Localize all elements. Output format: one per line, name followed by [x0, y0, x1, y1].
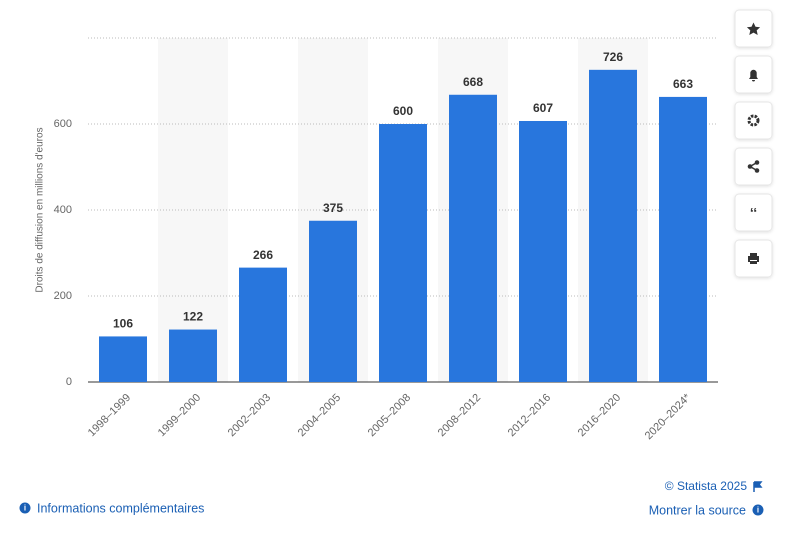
bar: [519, 120, 567, 383]
value-label: 726: [603, 50, 623, 64]
bar: [589, 69, 637, 382]
bar: [99, 336, 147, 382]
bar: [169, 329, 217, 382]
bar: [379, 124, 427, 382]
bar: [309, 220, 357, 382]
bar: [659, 96, 707, 382]
x-tick-label: 1998–1999: [86, 392, 133, 439]
svg-text:‘‘: ‘‘: [750, 205, 757, 221]
value-label: 375: [323, 201, 343, 215]
x-tick-label: 2005–2008: [366, 392, 413, 439]
print-button[interactable]: [734, 239, 773, 278]
value-label: 266: [253, 248, 273, 262]
alert-button[interactable]: [734, 55, 773, 94]
settings-button[interactable]: [734, 101, 773, 140]
y-tick-label: 0: [66, 376, 72, 388]
value-label: 122: [183, 310, 203, 324]
svg-text:i: i: [757, 506, 759, 515]
svg-text:i: i: [24, 504, 26, 513]
cite-button[interactable]: ‘‘: [734, 193, 773, 232]
x-tick-label: 2016–2020: [576, 392, 623, 439]
y-tick-label: 400: [54, 204, 72, 216]
y-tick-label: 200: [54, 290, 72, 302]
x-tick-label: 2008–2012: [436, 392, 483, 439]
x-tick-label: 2012–2016: [506, 392, 553, 439]
bar: [239, 267, 287, 382]
bar: [449, 94, 497, 382]
value-label: 663: [673, 77, 693, 91]
more-info-link[interactable]: Informations complémentaires: [37, 501, 204, 515]
value-label: 106: [113, 317, 133, 331]
copyright[interactable]: © Statista 2025: [665, 479, 748, 493]
y-axis-label: Droits de diffusion en millions d'euros: [35, 127, 46, 292]
value-label: 607: [533, 101, 553, 115]
value-label: 668: [463, 75, 483, 89]
favorite-button[interactable]: [734, 9, 773, 48]
x-tick-label: 2020–2024*: [643, 391, 694, 442]
value-label: 600: [393, 104, 413, 118]
share-button[interactable]: [734, 147, 773, 186]
y-tick-label: 600: [54, 118, 72, 130]
x-tick-label: 2004–2005: [296, 392, 343, 439]
source-link[interactable]: Montrer la source: [649, 503, 746, 517]
x-tick-label: 2002–2003: [226, 392, 273, 439]
x-tick-label: 1999–2000: [156, 392, 203, 439]
